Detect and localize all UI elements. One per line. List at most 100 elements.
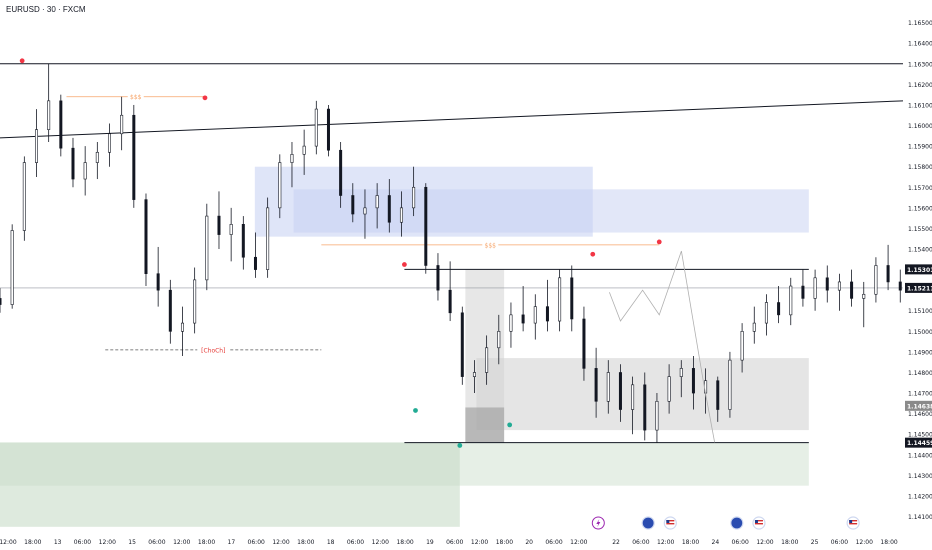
price-label-bg [905, 282, 932, 293]
candle-body [180, 322, 184, 332]
candle-body [253, 256, 257, 270]
y-tick-label: 1.16400 [908, 41, 932, 48]
candle-body [205, 215, 209, 281]
price-label-bg [905, 437, 932, 448]
x-tick-label: 06:00 [148, 539, 165, 546]
candle-body [497, 331, 501, 349]
x-tick-label: 12:00 [173, 539, 190, 546]
y-tick-label: 1.16100 [908, 102, 932, 109]
swing_high-marker [590, 251, 596, 257]
candle-body [764, 302, 768, 324]
trendline [0, 100, 904, 139]
candle-body [898, 281, 902, 291]
candle-body [241, 224, 245, 258]
x-tick-label: 12:00 [99, 539, 116, 546]
x-tick-label: 18:00 [198, 539, 215, 546]
x-tick-label: 22 [612, 539, 620, 546]
candle-body [107, 133, 111, 153]
y-tick-label: 1.15100 [908, 308, 932, 315]
candle-body [679, 368, 683, 377]
candle-body [193, 279, 197, 324]
candle-body [521, 314, 525, 324]
x-tick-label: 25 [811, 539, 819, 546]
x-tick-label: 06:00 [732, 539, 749, 546]
x-tick-label: 19 [426, 539, 434, 546]
candle-body [752, 322, 756, 332]
y-tick-label: 1.14700 [908, 391, 932, 398]
candle-body [509, 314, 513, 332]
us-flag-stripe [754, 520, 763, 522]
chart-title: EURUSD · 30 · FXCM [6, 5, 86, 14]
candle-body [10, 230, 14, 305]
x-tick-label: 12:00 [372, 539, 389, 546]
price-label-bg [905, 400, 932, 411]
x-tick-label: 20 [525, 539, 533, 546]
x-tick-label: 06:00 [248, 539, 265, 546]
candle-body [837, 281, 841, 291]
x-tick-label: 12:00 [756, 539, 773, 546]
candle-body [545, 306, 549, 322]
candle-body [363, 207, 367, 215]
candle-body [47, 100, 51, 130]
x-tick-label: 12:00 [657, 539, 674, 546]
candle-body [618, 372, 622, 410]
candle-body [132, 114, 136, 200]
candle-body [850, 281, 854, 299]
candle-body [533, 306, 537, 324]
candle-body [631, 384, 635, 410]
candle-body [460, 312, 464, 377]
candle-body [862, 293, 866, 299]
annotation-label-bg [482, 240, 499, 249]
projection-path [609, 250, 716, 443]
y-tick-label: 1.14900 [908, 349, 932, 356]
candle-body [83, 162, 87, 180]
y-tick-label: 1.15800 [908, 164, 932, 171]
zone-gray_zone_2 [476, 358, 809, 431]
price-label-bg [905, 264, 932, 275]
annotation-label-0: $$$ [130, 94, 142, 101]
x-tick-label: 06:00 [446, 539, 463, 546]
annotation-label-1: $$$ [485, 242, 497, 249]
y-tick-label: 1.15700 [908, 185, 932, 192]
candle-body [290, 154, 294, 163]
candle-body [266, 207, 270, 270]
y-tick-label: 1.16000 [908, 123, 932, 130]
y-tick-label: 1.15900 [908, 144, 932, 151]
x-tick-label: 15 [128, 539, 136, 546]
us-flag-stripe [666, 523, 675, 525]
y-tick-label: 1.16200 [908, 82, 932, 89]
swing_low-marker [413, 408, 418, 413]
candle-body [375, 195, 379, 209]
annotation-label-bg [127, 92, 144, 101]
candle-body [728, 359, 732, 410]
zone-green_zone_2 [0, 442, 809, 486]
annotation-label-2: [ChoCh] [201, 347, 225, 354]
x-tick-label: 18:00 [496, 539, 513, 546]
y-tick-label: 1.14300 [908, 473, 932, 480]
candle-body [667, 376, 671, 402]
y-tick-label: 1.15500 [908, 226, 932, 233]
swing_high-marker [656, 239, 662, 245]
x-tick-label: 18:00 [297, 539, 314, 546]
y-tick-label: 1.15000 [908, 329, 932, 336]
candle-body [326, 108, 330, 151]
swing_low-marker [507, 422, 513, 428]
candle-body [801, 285, 805, 299]
candle-body [716, 380, 720, 410]
us-flag-canton [849, 520, 853, 523]
candle-body [740, 331, 744, 361]
x-tick-label: 18:00 [880, 539, 897, 546]
candle-body [594, 368, 598, 402]
zone-blue_zone_2 [293, 189, 809, 233]
y-tick-label: 1.15600 [908, 205, 932, 212]
candle-body [22, 162, 26, 231]
time-axis-bg [0, 533, 932, 550]
x-tick-label: 13 [54, 539, 62, 546]
economic-event-icon [730, 516, 744, 530]
x-tick-label: 18:00 [781, 539, 798, 546]
x-tick-label: 18:00 [682, 539, 699, 546]
price-label: 1.14459 [907, 440, 932, 447]
x-tick-label: 18 [327, 539, 335, 546]
candle-body [339, 149, 343, 196]
